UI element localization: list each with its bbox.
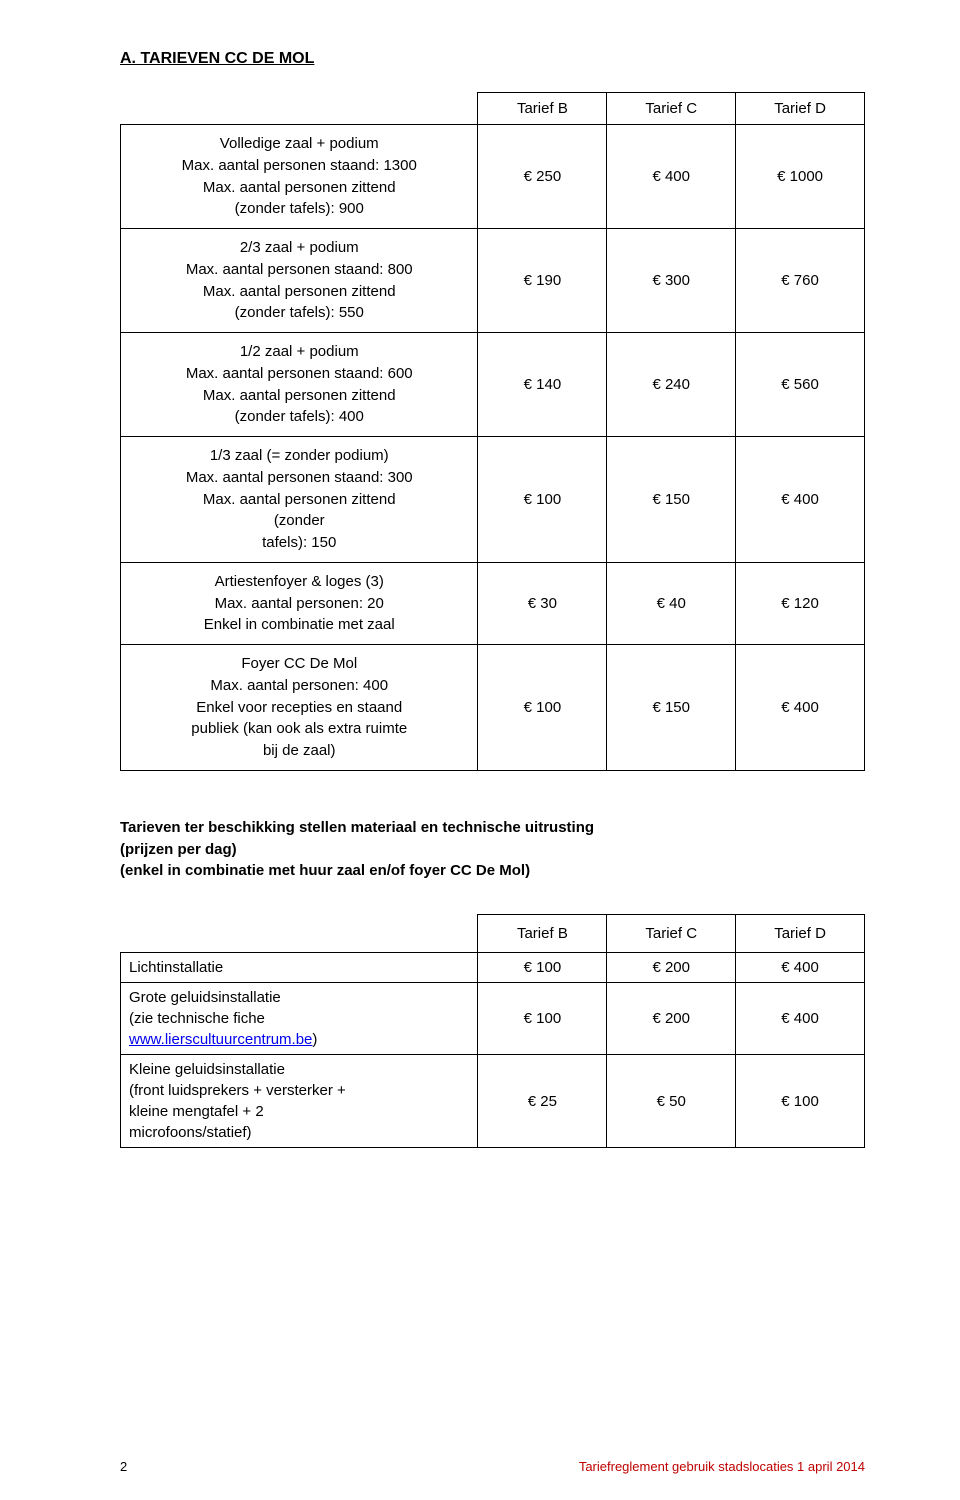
table1-price-cell: € 400 bbox=[736, 437, 865, 563]
table1-price-cell: € 400 bbox=[736, 645, 865, 771]
table1-desc-line: Max. aantal personen zittend bbox=[131, 281, 467, 303]
pricing-table-2: Tarief B Tarief C Tarief D Lichtinstalla… bbox=[120, 914, 865, 1148]
table1-desc-line: (zonder bbox=[131, 510, 467, 532]
table1-price-cell: € 400 bbox=[607, 125, 736, 229]
table1-desc-cell: 1/2 zaal + podiumMax. aantal personen st… bbox=[121, 333, 478, 437]
table1-desc-cell: Foyer CC De MolMax. aantal personen: 400… bbox=[121, 645, 478, 771]
footer-note: Tariefreglement gebruik stadslocaties 1 … bbox=[579, 1459, 865, 1474]
table2-desc-cell: Grote geluidsinstallatie (zie technische … bbox=[121, 983, 478, 1055]
table1-desc-line: Foyer CC De Mol bbox=[131, 653, 467, 675]
table2-row: Grote geluidsinstallatie (zie technische … bbox=[121, 983, 865, 1055]
table1-price-cell: € 250 bbox=[478, 125, 607, 229]
table2-row: Kleine geluidsinstallatie (front luidspre… bbox=[121, 1055, 865, 1148]
table1-desc-line: Max. aantal personen staand: 300 bbox=[131, 467, 467, 489]
after-link-text: ) bbox=[312, 1031, 317, 1048]
table2-header-b: Tarief B bbox=[478, 915, 607, 953]
table1-price-cell: € 120 bbox=[736, 562, 865, 644]
table2-desc-line: microfoons/statief) bbox=[129, 1124, 252, 1141]
table1-desc-cell: 2/3 zaal + podiumMax. aantal personen st… bbox=[121, 229, 478, 333]
table1-row: 2/3 zaal + podiumMax. aantal personen st… bbox=[121, 229, 865, 333]
table1-row: Foyer CC De MolMax. aantal personen: 400… bbox=[121, 645, 865, 771]
table2-price-cell: € 50 bbox=[607, 1055, 736, 1148]
table1-desc-line: 2/3 zaal + podium bbox=[131, 237, 467, 259]
table1-desc-line: Max. aantal personen staand: 1300 bbox=[131, 155, 467, 177]
table1-row: Artiestenfoyer & loges (3)Max. aantal pe… bbox=[121, 562, 865, 644]
table1-desc-cell: Volledige zaal + podiumMax. aantal perso… bbox=[121, 125, 478, 229]
table2-price-cell: € 25 bbox=[478, 1055, 607, 1148]
table2-price-cell: € 400 bbox=[736, 953, 865, 983]
table1-price-cell: € 150 bbox=[607, 645, 736, 771]
table1-price-cell: € 100 bbox=[478, 437, 607, 563]
table1-desc-line: Max. aantal personen zittend bbox=[131, 489, 467, 511]
table1-price-cell: € 140 bbox=[478, 333, 607, 437]
table1-desc-cell: 1/3 zaal (= zonder podium)Max. aantal pe… bbox=[121, 437, 478, 563]
table1-desc-cell: Artiestenfoyer & loges (3)Max. aantal pe… bbox=[121, 562, 478, 644]
table2-price-cell: € 200 bbox=[607, 953, 736, 983]
table2-header-row: Tarief B Tarief C Tarief D bbox=[121, 915, 865, 953]
section-heading: A. TARIEVEN CC DE MOL bbox=[120, 50, 865, 68]
table1-price-cell: € 40 bbox=[607, 562, 736, 644]
table1-header-d: Tarief D bbox=[736, 93, 865, 125]
table1-desc-line: publiek (kan ook als extra ruimte bbox=[131, 718, 467, 740]
table1-price-cell: € 190 bbox=[478, 229, 607, 333]
table1-price-cell: € 760 bbox=[736, 229, 865, 333]
table2-desc-line: (zie technische fiche bbox=[129, 1010, 265, 1027]
table1-desc-line: (zonder tafels): 400 bbox=[131, 406, 467, 428]
table1-row: Volledige zaal + podiumMax. aantal perso… bbox=[121, 125, 865, 229]
table1-header-b: Tarief B bbox=[478, 93, 607, 125]
table2-price-cell: € 200 bbox=[607, 983, 736, 1055]
table1-desc-line: Max. aantal personen zittend bbox=[131, 385, 467, 407]
table1-desc-line: Max. aantal personen zittend bbox=[131, 177, 467, 199]
table1-row: 1/3 zaal (= zonder podium)Max. aantal pe… bbox=[121, 437, 865, 563]
table1-desc-line: Max. aantal personen staand: 800 bbox=[131, 259, 467, 281]
page-number: 2 bbox=[120, 1459, 127, 1474]
table1-desc-line: Artiestenfoyer & loges (3) bbox=[131, 571, 467, 593]
table1-desc-line: Max. aantal personen: 400 bbox=[131, 675, 467, 697]
subtext-l1: Tarieven ter beschikking stellen materia… bbox=[120, 819, 594, 836]
table1-desc-line: Max. aantal personen staand: 600 bbox=[131, 363, 467, 385]
table1-desc-line: 1/2 zaal + podium bbox=[131, 341, 467, 363]
pricing-table-1: Tarief B Tarief C Tarief D Volledige zaa… bbox=[120, 92, 865, 771]
table2-header-d: Tarief D bbox=[736, 915, 865, 953]
table1-price-cell: € 1000 bbox=[736, 125, 865, 229]
equipment-heading: Tarieven ter beschikking stellen materia… bbox=[120, 817, 865, 882]
table1-desc-line: Enkel voor recepties en staand bbox=[131, 697, 467, 719]
table2-price-cell: € 400 bbox=[736, 983, 865, 1055]
table2-price-cell: € 100 bbox=[478, 983, 607, 1055]
table1-desc-line: Enkel in combinatie met zaal bbox=[131, 614, 467, 636]
table2-price-cell: € 100 bbox=[478, 953, 607, 983]
table1-desc-line: (zonder tafels): 900 bbox=[131, 198, 467, 220]
table1-price-cell: € 560 bbox=[736, 333, 865, 437]
table1-empty-header bbox=[121, 93, 478, 125]
table2-desc-cell: Lichtinstallatie bbox=[121, 953, 478, 983]
table1-desc-line: tafels): 150 bbox=[131, 532, 467, 554]
table2-desc-cell: Kleine geluidsinstallatie (front luidspre… bbox=[121, 1055, 478, 1148]
table1-desc-line: bij de zaal) bbox=[131, 740, 467, 762]
page-footer: 2 Tariefreglement gebruik stadslocaties … bbox=[120, 1459, 865, 1474]
table1-price-cell: € 30 bbox=[478, 562, 607, 644]
table2-header-c: Tarief C bbox=[607, 915, 736, 953]
table1-desc-line: 1/3 zaal (= zonder podium) bbox=[131, 445, 467, 467]
table1-price-cell: € 100 bbox=[478, 645, 607, 771]
table1-price-cell: € 300 bbox=[607, 229, 736, 333]
table2-desc-line: kleine mengtafel + 2 bbox=[129, 1103, 264, 1120]
subtext-l3: (enkel in combinatie met huur zaal en/of… bbox=[120, 862, 530, 879]
subtext-l2: (prijzen per dag) bbox=[120, 841, 237, 858]
table2-desc-line: Kleine geluidsinstallatie bbox=[129, 1061, 285, 1078]
table1-row: 1/2 zaal + podiumMax. aantal personen st… bbox=[121, 333, 865, 437]
technical-sheet-link[interactable]: www.lierscultuurcentrum.be bbox=[129, 1031, 312, 1048]
table2-desc-line: Grote geluidsinstallatie bbox=[129, 989, 281, 1006]
table1-price-cell: € 240 bbox=[607, 333, 736, 437]
table2-price-cell: € 100 bbox=[736, 1055, 865, 1148]
table1-desc-line: (zonder tafels): 550 bbox=[131, 302, 467, 324]
table1-header-c: Tarief C bbox=[607, 93, 736, 125]
table1-price-cell: € 150 bbox=[607, 437, 736, 563]
table2-desc-line: (front luidsprekers + versterker + bbox=[129, 1082, 346, 1099]
table1-desc-line: Max. aantal personen: 20 bbox=[131, 593, 467, 615]
table1-desc-line: Volledige zaal + podium bbox=[131, 133, 467, 155]
table2-row: Lichtinstallatie € 100€ 200€ 400 bbox=[121, 953, 865, 983]
table2-empty-header bbox=[121, 915, 478, 953]
table2-desc-line: Lichtinstallatie bbox=[129, 959, 223, 976]
table1-header-row: Tarief B Tarief C Tarief D bbox=[121, 93, 865, 125]
